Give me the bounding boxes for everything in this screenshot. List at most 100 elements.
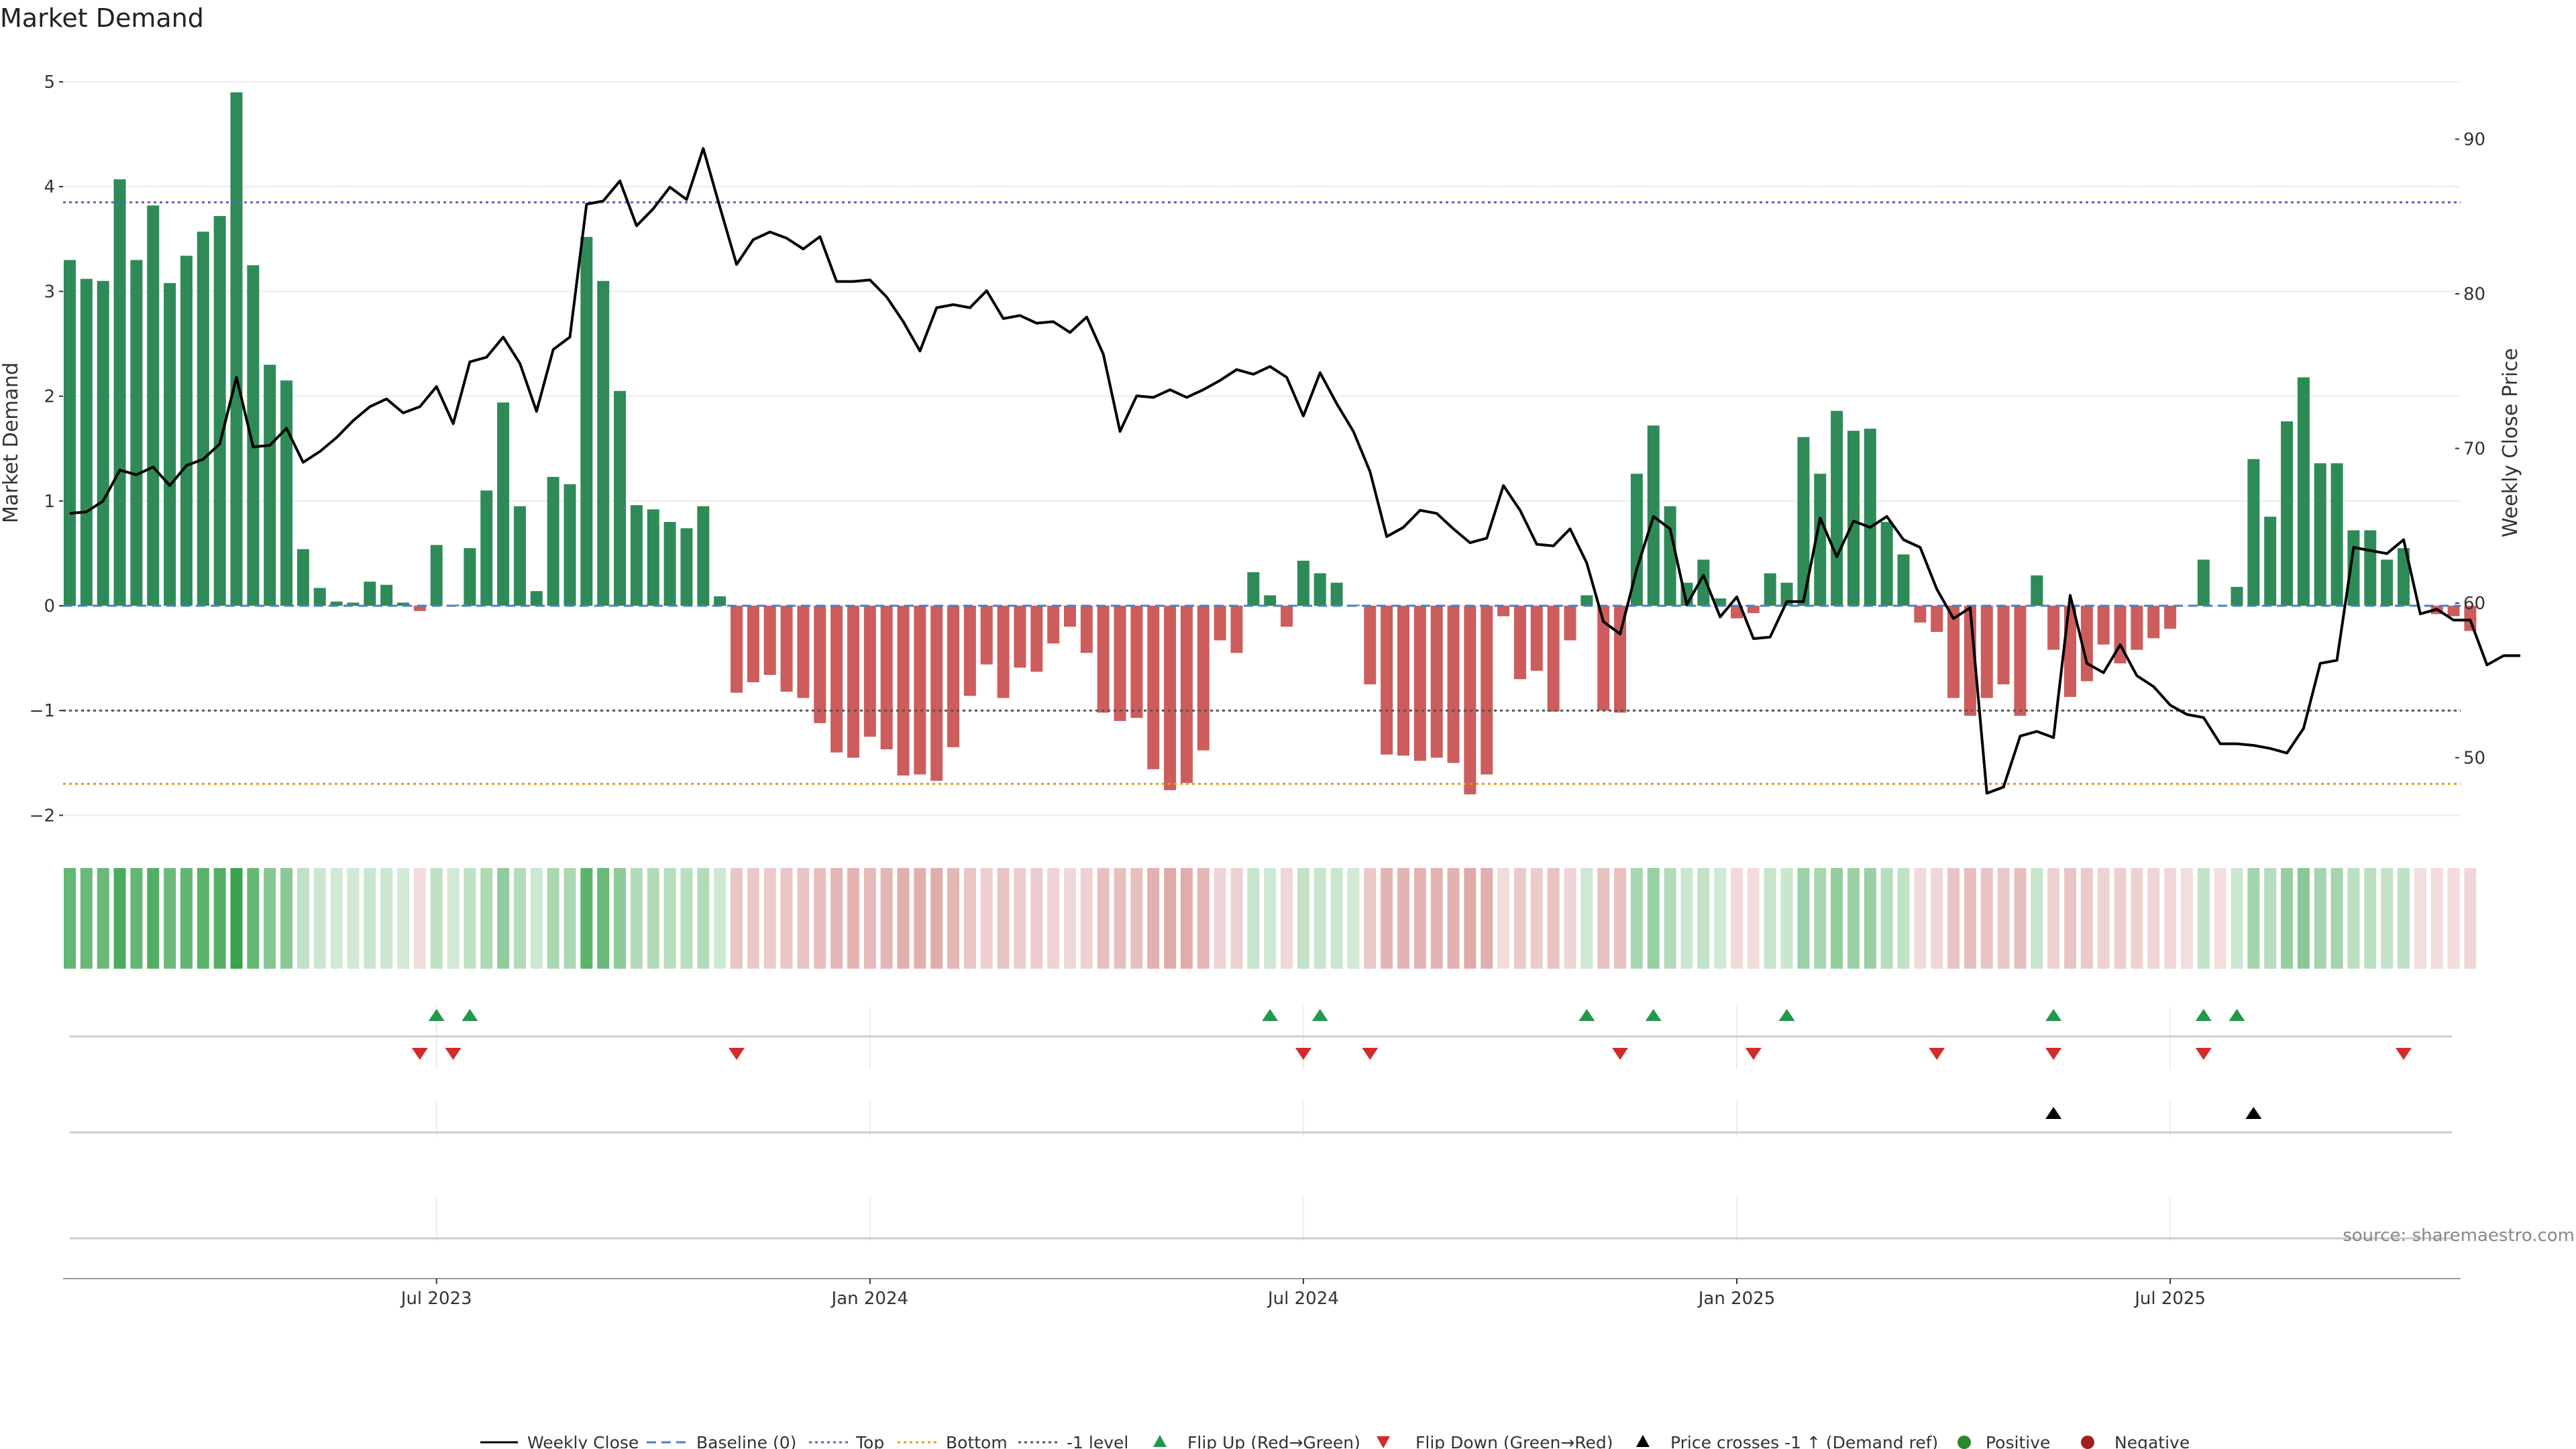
- demand-bar: [1413, 606, 1426, 761]
- demand-bar: [1580, 595, 1593, 606]
- demand-bar: [1130, 606, 1143, 718]
- heat-cell: [2180, 868, 2193, 969]
- heat-cell: [1980, 868, 1993, 969]
- flip-up-marker: [1578, 1009, 1595, 1021]
- demand-bar: [1764, 573, 1776, 606]
- heat-cell: [1680, 868, 1693, 969]
- demand-bar: [97, 280, 109, 606]
- heat-cell: [1847, 868, 1860, 969]
- demand-bar: [1080, 606, 1093, 653]
- legend-price-cross: Price crosses -1 ↑ (Demand ref): [1670, 1433, 1938, 1449]
- demand-bar: [847, 606, 859, 758]
- heat-cell: [364, 868, 376, 969]
- x-tick-label: Jul 2023: [400, 1289, 472, 1309]
- flip-up-marker: [1778, 1009, 1795, 1021]
- heat-cell: [2214, 868, 2226, 969]
- left-tick-label: −2: [30, 806, 55, 826]
- heat-cell: [2164, 868, 2177, 969]
- heat-cell: [1997, 868, 2010, 969]
- demand-bar: [364, 582, 376, 606]
- heat-cell: [2314, 868, 2326, 969]
- legend-price-cross-icon: [1636, 1435, 1650, 1447]
- heat-cell: [1297, 868, 1309, 969]
- left-tick-label: 2: [44, 387, 55, 407]
- left-y-ticks: 5 4 3 2 1 0 −1 −2: [30, 72, 63, 826]
- left-tick-label: 4: [44, 177, 55, 197]
- demand-bar: [2447, 606, 2460, 616]
- demand-bar: [1230, 606, 1243, 653]
- heat-cell: [914, 868, 926, 969]
- demand-bar: [1731, 606, 1743, 619]
- heat-cell: [697, 868, 710, 969]
- heat-cell: [714, 868, 727, 969]
- demand-bar: [130, 260, 143, 606]
- demand-bar: [1897, 554, 1910, 606]
- demand-bar: [1664, 506, 1676, 606]
- demand-bar: [2147, 606, 2160, 639]
- heat-cell: [747, 868, 759, 969]
- legend-top: Top: [855, 1433, 884, 1449]
- heat-cell: [830, 868, 843, 969]
- flip-down-marker: [1295, 1048, 1311, 1060]
- demand-bar: [2330, 463, 2343, 606]
- demand-heat-strip: [64, 868, 2477, 969]
- heat-cell: [963, 868, 976, 969]
- heat-cell: [1097, 868, 1110, 969]
- heat-cell: [1947, 868, 1960, 969]
- demand-bar: [614, 390, 627, 606]
- demand-bar: [2381, 559, 2394, 606]
- heat-cell: [1614, 868, 1627, 969]
- heat-cell: [380, 868, 393, 969]
- heat-cell: [1931, 868, 1943, 969]
- demand-bar: [2197, 559, 2210, 606]
- heat-cell: [1697, 868, 1710, 969]
- heat-cell: [2114, 868, 2127, 969]
- flip-up-marker: [2045, 1009, 2062, 1021]
- demand-bar: [113, 179, 126, 606]
- demand-bar: [1931, 606, 1943, 633]
- heat-cell: [2347, 868, 2360, 969]
- demand-bar: [830, 606, 843, 753]
- demand-bar: [513, 506, 526, 606]
- heat-cell: [280, 868, 293, 969]
- heat-cell: [797, 868, 810, 969]
- flip-down-marker: [445, 1048, 462, 1060]
- heat-cell: [647, 868, 659, 969]
- reference-lines: [63, 201, 2461, 786]
- demand-bar: [747, 606, 759, 683]
- demand-bar: [1064, 606, 1076, 627]
- heat-cell: [1481, 868, 1493, 969]
- heat-cell: [847, 868, 859, 969]
- heat-cell: [1864, 868, 1876, 969]
- right-y-ticks: 90 80 70 60 50: [2455, 130, 2485, 769]
- demand-bar: [164, 282, 176, 606]
- heat-cell: [2131, 868, 2143, 969]
- price-line: [69, 147, 2520, 795]
- demand-bar: [647, 509, 659, 606]
- demand-bar: [1247, 572, 1260, 606]
- heat-cell: [297, 868, 309, 969]
- demand-bar: [1297, 560, 1309, 606]
- heat-cell: [1764, 868, 1776, 969]
- heat-cell: [547, 868, 559, 969]
- heat-cell: [1381, 868, 1393, 969]
- demand-bar: [630, 505, 643, 606]
- heat-cell: [264, 868, 276, 969]
- heat-cell: [164, 868, 176, 969]
- demand-bar: [564, 484, 576, 606]
- demand-bar: [1481, 606, 1493, 775]
- weekly-close-line: [69, 147, 2520, 795]
- event-panels: [70, 1006, 2452, 1241]
- heat-cell: [330, 868, 343, 969]
- demand-bar: [1264, 595, 1277, 606]
- demand-bar: [213, 215, 226, 606]
- left-tick-label: 5: [44, 72, 55, 93]
- x-tick-label: Jul 2025: [2133, 1289, 2206, 1309]
- heat-cell: [1281, 868, 1293, 969]
- grid-lines: [63, 81, 2461, 816]
- demand-bar: [1797, 437, 1810, 606]
- legend-flip-down: Flip Down (Green→Red): [1415, 1433, 1613, 1449]
- demand-bar: [580, 237, 593, 606]
- demand-bar: [947, 606, 960, 747]
